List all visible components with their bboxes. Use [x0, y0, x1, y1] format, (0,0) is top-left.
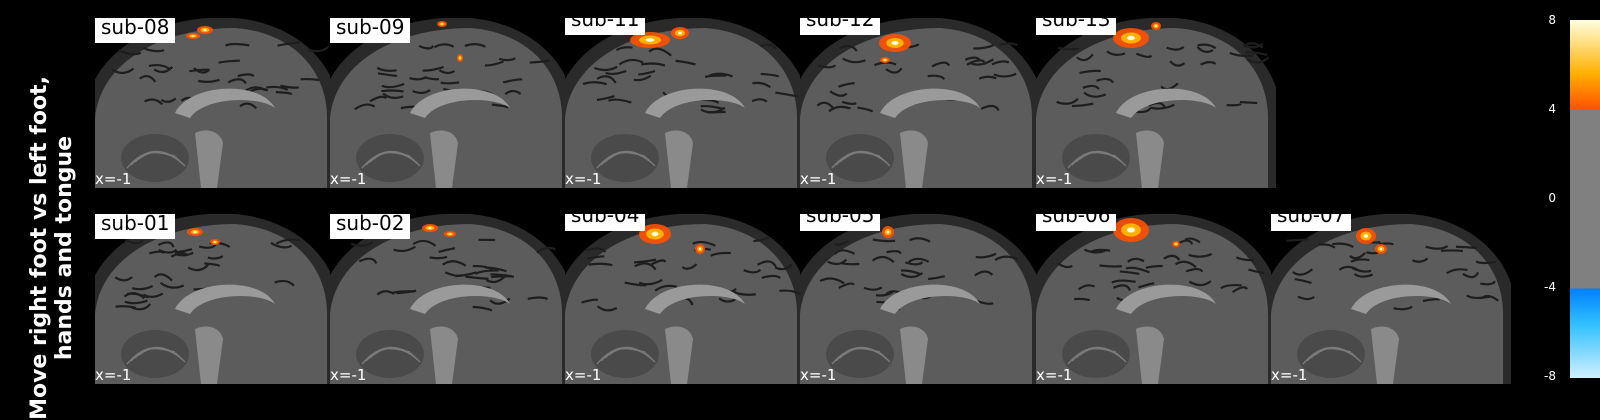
activation-peak	[884, 59, 886, 60]
brain-slice-image	[1036, 214, 1276, 384]
activation-peak	[699, 248, 701, 250]
brain-panel: sub-09 x=-1	[330, 18, 570, 188]
sulcus	[308, 46, 328, 51]
sulcus	[705, 76, 726, 77]
brain-panel: sub-01 x=-1	[95, 214, 335, 384]
activation-peak	[1364, 234, 1368, 238]
brain-panel: sub-08 x=-1	[95, 18, 335, 188]
activation-peak	[1175, 243, 1177, 244]
subject-label: sub-06	[1036, 214, 1116, 231]
subject-label: sub-08	[95, 18, 175, 43]
row-title: Move right foot vs left foot, hands and …	[27, 76, 77, 420]
activation-peak	[203, 29, 207, 31]
sulcus	[1240, 102, 1257, 103]
brain-slice-image	[1036, 18, 1276, 188]
sulcus	[301, 79, 319, 80]
brain-slice-image	[330, 214, 570, 384]
brain-slice-image	[95, 214, 335, 384]
activation-peak	[214, 241, 216, 242]
subject-label: sub-05	[800, 214, 880, 231]
colorbar-tick: 4	[1536, 102, 1556, 116]
row-title-line-1: Move right foot vs left foot,	[27, 76, 52, 420]
subject-label: sub-13	[1036, 18, 1116, 35]
sulcus	[1099, 266, 1121, 267]
colorbar-tick: -8	[1536, 369, 1556, 383]
sulcus	[381, 90, 403, 91]
brain-slice-image	[800, 18, 1040, 188]
row-title-line-2: hands and tongue	[52, 76, 77, 420]
activation-peak	[459, 57, 460, 59]
subject-label: sub-09	[330, 18, 410, 43]
sulcus	[1456, 247, 1477, 248]
brain-panel: sub-06 x=-1	[1036, 214, 1276, 384]
slice-coordinate: x=-1	[565, 170, 601, 188]
slice-coordinate: x=-1	[95, 170, 131, 188]
activation-peak	[1380, 248, 1383, 250]
brain-slice-image	[565, 18, 805, 188]
brain-slice-image	[95, 18, 335, 188]
slice-coordinate: x=-1	[95, 366, 131, 384]
activation-peak	[193, 231, 197, 233]
brain-panel: sub-04 x=-1	[565, 214, 805, 384]
activation-peak	[1127, 36, 1135, 40]
brain-slice-image	[565, 214, 805, 384]
activation-peak	[887, 231, 890, 234]
activation-peak	[646, 38, 655, 42]
slice-coordinate: x=-1	[565, 366, 601, 384]
activation-peak	[1155, 25, 1157, 27]
brain-panel: sub-07 x=-1	[1271, 214, 1511, 384]
activation-peak	[428, 227, 432, 229]
sulcus	[1074, 299, 1089, 300]
activation-peak	[441, 23, 443, 24]
subject-label: sub-02	[330, 214, 410, 239]
slice-coordinate: x=-1	[1271, 366, 1307, 384]
colorbar	[1570, 20, 1600, 378]
brain-slice-image	[330, 18, 570, 188]
slice-coordinate: x=-1	[800, 170, 836, 188]
activation-peak	[891, 41, 898, 45]
slice-coordinate: x=-1	[1036, 366, 1072, 384]
activation-peak	[678, 32, 682, 35]
sulcus	[441, 82, 459, 83]
colorbar-gradient	[1570, 20, 1600, 378]
brain-slice-image	[1271, 214, 1511, 384]
sulcus	[842, 263, 859, 264]
slice-coordinate: x=-1	[330, 366, 366, 384]
activation-peak	[1127, 227, 1135, 232]
colorbar-tick: -4	[1536, 280, 1556, 294]
colorbar-tick: 0	[1536, 191, 1556, 205]
brain-panel: sub-11 x=-1	[565, 18, 805, 188]
brain-panel: sub-05 x=-1	[800, 214, 1040, 384]
subject-label: sub-04	[565, 214, 645, 231]
slice-coordinate: x=-1	[330, 170, 366, 188]
activation-peak	[449, 233, 452, 234]
subject-label: sub-12	[800, 18, 880, 35]
subject-label: sub-07	[1271, 214, 1351, 231]
brain-panel: sub-12 x=-1	[800, 18, 1040, 188]
colorbar-tick: 8	[1536, 13, 1556, 27]
figure: Move right foot vs left foot, hands and …	[0, 0, 1600, 400]
slice-coordinate: x=-1	[1036, 170, 1072, 188]
activation-peak	[651, 232, 658, 236]
slice-coordinate: x=-1	[800, 366, 836, 384]
brain-panel: sub-02 x=-1	[330, 214, 570, 384]
activation-peak	[191, 35, 194, 36]
brain-panel: sub-13 x=-1	[1036, 18, 1276, 188]
subject-label: sub-11	[565, 18, 645, 35]
subject-label: sub-01	[95, 214, 175, 239]
brain-slice-image	[800, 214, 1040, 384]
